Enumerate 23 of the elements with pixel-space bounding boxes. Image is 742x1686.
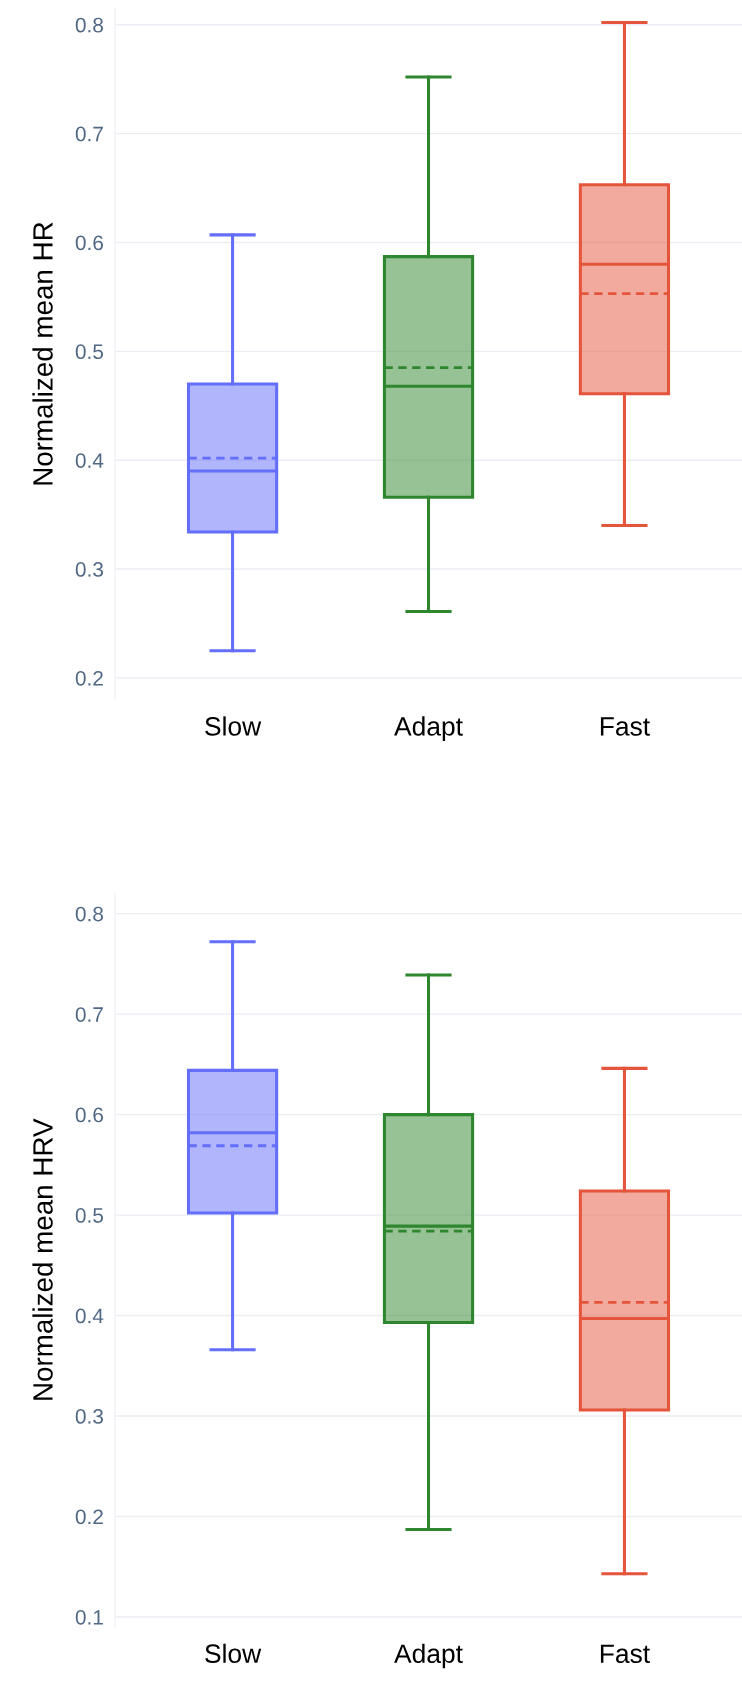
y-tick-label: 0.3 bbox=[75, 1409, 103, 1424]
x-tick-label: Adapt bbox=[394, 716, 463, 741]
y-tick-label: 0.4 bbox=[75, 453, 104, 468]
x-tick-label: Slow bbox=[205, 716, 262, 736]
y-tick-label: 0.6 bbox=[75, 235, 103, 251]
y-tick-label: 0.2 bbox=[75, 1509, 103, 1525]
y-tick-label: 0.7 bbox=[75, 126, 103, 142]
y-tick-label: 0.2 bbox=[75, 670, 103, 686]
y-tick-label: 0.6 bbox=[75, 1107, 103, 1123]
y-tick-label: 0.5 bbox=[75, 344, 104, 360]
y-axis-title: Normalized mean HRV bbox=[32, 1118, 53, 1400]
y-tick-label: 0.8 bbox=[75, 906, 103, 922]
x-tick-label: Fast bbox=[600, 1644, 650, 1664]
x-tick-label: Slow bbox=[205, 1643, 262, 1664]
x-tick-label: Fast bbox=[600, 717, 650, 736]
y-tick-label: 0.1 bbox=[75, 1609, 103, 1625]
y-tick-label: 0.5 bbox=[75, 1208, 104, 1223]
y-tick-label: 0.8 bbox=[75, 17, 103, 33]
y-axis-title: Normalized mean HR bbox=[32, 222, 53, 485]
y-tick-label: 0.3 bbox=[75, 562, 103, 577]
y-tick-label: 0.4 bbox=[75, 1308, 104, 1324]
x-tick-label: Adapt bbox=[394, 1643, 463, 1669]
y-tick-label: 0.7 bbox=[75, 1007, 103, 1022]
